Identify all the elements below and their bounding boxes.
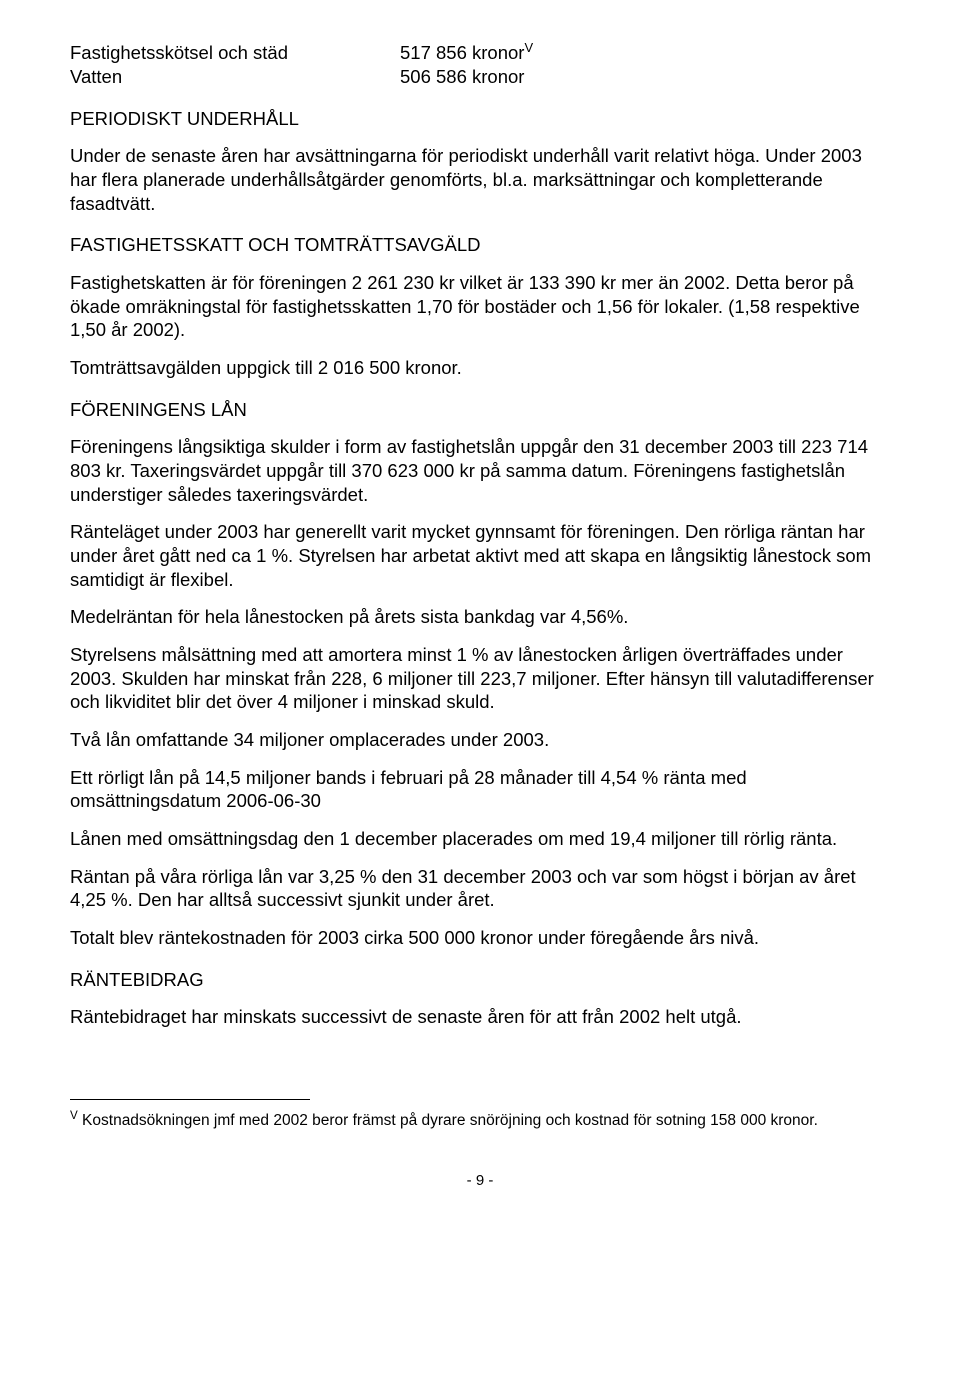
cost-label: Fastighetsskötsel och städ — [70, 40, 400, 65]
paragraph: Totalt blev räntekostnaden för 2003 cirk… — [70, 926, 890, 950]
footnote-separator — [70, 1099, 310, 1100]
paragraph: Fastighetskatten är för föreningen 2 261… — [70, 271, 890, 342]
heading-skatt: FASTIGHETSSKATT OCH TOMTRÄTTSAVGÄLD — [70, 233, 890, 257]
cost-row: Fastighetsskötsel och städ 517 856 krono… — [70, 40, 533, 65]
paragraph: Ett rörligt lån på 14,5 miljoner bands i… — [70, 766, 890, 813]
footnote-marker: V — [70, 1109, 78, 1122]
cost-row: Vatten 506 586 kronor — [70, 65, 533, 89]
cost-value-text: 517 856 kronor — [400, 42, 524, 63]
heading-periodiskt: PERIODISKT UNDERHÅLL — [70, 107, 890, 131]
footnote-marker: V — [524, 40, 533, 55]
paragraph: Under de senaste åren har avsättningarna… — [70, 144, 890, 215]
paragraph: Medelräntan för hela lånestocken på året… — [70, 605, 890, 629]
paragraph: Tomträttsavgälden uppgick till 2 016 500… — [70, 356, 890, 380]
cost-label: Vatten — [70, 65, 400, 89]
paragraph: Två lån omfattande 34 miljoner omplacera… — [70, 728, 890, 752]
cost-value: 506 586 kronor — [400, 65, 533, 89]
heading-lan: FÖRENINGENS LÅN — [70, 398, 890, 422]
cost-value: 517 856 kronorV — [400, 40, 533, 65]
paragraph: Ränteläget under 2003 har generellt vari… — [70, 520, 890, 591]
cost-value-text: 506 586 kronor — [400, 66, 524, 87]
paragraph: Föreningens långsiktiga skulder i form a… — [70, 435, 890, 506]
paragraph: Styrelsens målsättning med att amortera … — [70, 643, 890, 714]
page-number: - 9 - — [70, 1171, 890, 1190]
cost-table: Fastighetsskötsel och städ 517 856 krono… — [70, 40, 533, 89]
paragraph: Räntebidraget har minskats successivt de… — [70, 1005, 890, 1029]
footnote-text: Kostnadsökningen jmf med 2002 beror främ… — [78, 1112, 818, 1129]
footnote: V Kostnadsökningen jmf med 2002 beror fr… — [70, 1108, 890, 1131]
paragraph: Lånen med omsättningsdag den 1 december … — [70, 827, 890, 851]
heading-bidrag: RÄNTEBIDRAG — [70, 968, 890, 992]
paragraph: Räntan på våra rörliga lån var 3,25 % de… — [70, 865, 890, 912]
